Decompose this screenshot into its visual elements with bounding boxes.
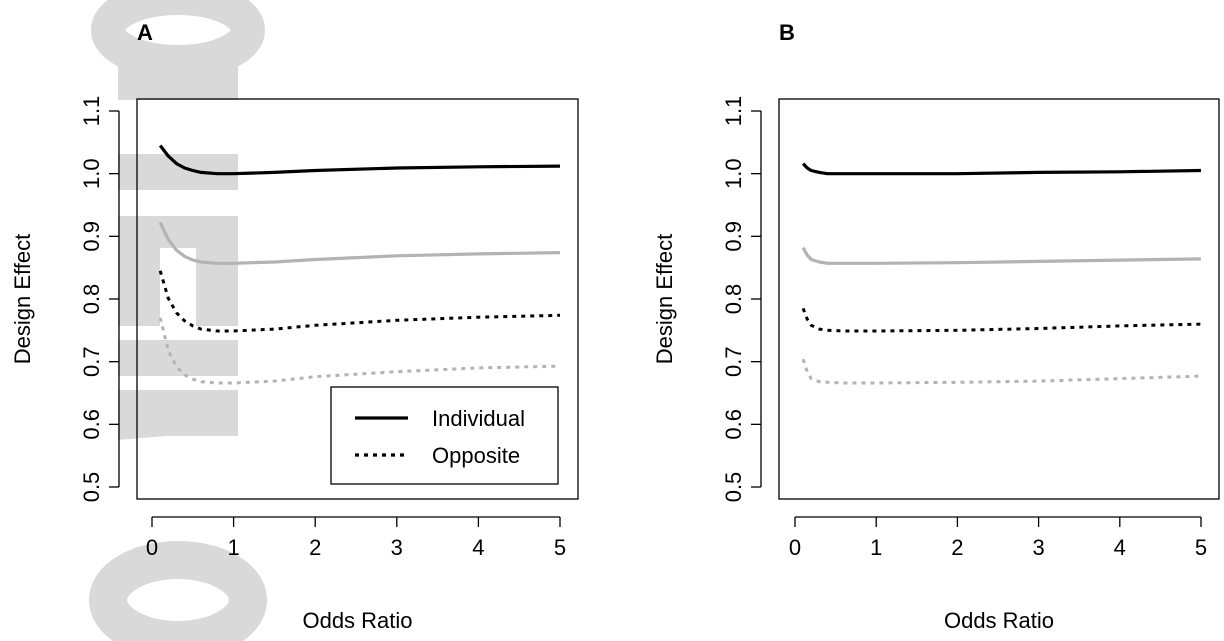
- panel-label: A: [137, 20, 153, 45]
- y-tick-label: 0.6: [79, 409, 104, 440]
- legend-label: Individual: [432, 406, 525, 431]
- y-tick-label: 0.5: [721, 472, 746, 503]
- panel-label: B: [779, 20, 795, 45]
- y-tick-label: 0.8: [79, 284, 104, 315]
- x-axis-title: Odds Ratio: [944, 608, 1054, 633]
- x-axis-title: Odds Ratio: [302, 608, 412, 633]
- y-tick-label: 1.1: [721, 96, 746, 127]
- x-tick-label: 0: [146, 535, 158, 560]
- y-tick-label: 1.0: [721, 158, 746, 189]
- y-tick-label: 0.6: [721, 409, 746, 440]
- series-line-3-dotted: [801, 307, 1202, 333]
- series-line-1-solid: [158, 144, 561, 176]
- x-tick-label: 3: [391, 535, 403, 560]
- x-tick-label: 5: [554, 535, 566, 560]
- y-tick-label: 1.0: [79, 158, 104, 189]
- series-line-3-dotted: [158, 270, 561, 333]
- series-line-2-solid: [158, 221, 561, 265]
- x-tick-label: 4: [472, 535, 484, 560]
- x-tick-label: 1: [227, 535, 239, 560]
- chart-panel-a: A 0 1 2 3 4 5 0.5 0.6 0.7 0.8 0.9 1.0 1.1 Odds Ratio De…: [10, 20, 579, 633]
- series-line-2-solid: [801, 246, 1202, 265]
- y-axis-title: Design Effect: [10, 234, 35, 364]
- y-tick-label: 0.8: [721, 284, 746, 315]
- y-tick-label: 0.5: [79, 472, 104, 503]
- y-axis-title: Design Effect: [652, 234, 677, 364]
- series-line-1-solid: [801, 162, 1202, 176]
- x-tick-label: 2: [309, 535, 321, 560]
- y-tick-label: 0.7: [721, 346, 746, 377]
- series-line-4-dotted: [801, 358, 1202, 385]
- x-tick-label: 2: [951, 535, 963, 560]
- x-tick-label: 3: [1032, 535, 1044, 560]
- plot-frame: [136, 98, 579, 500]
- x-tick-label: 5: [1195, 535, 1207, 560]
- y-tick-label: 0.7: [79, 346, 104, 377]
- plot-frame: [778, 98, 1220, 500]
- chart-panel-b: B 0 1 2 3 4 5 0.5 0.6 0.7 0.8 0.9 1.0 1.1 Odds Ratio De…: [652, 20, 1220, 633]
- x-tick-label: 0: [789, 535, 801, 560]
- x-tick-label: 4: [1114, 535, 1126, 560]
- legend-box: [330, 386, 559, 485]
- y-tick-label: 1.1: [79, 96, 104, 127]
- y-tick-label: 0.9: [79, 221, 104, 252]
- series-line-4-dotted: [158, 317, 561, 385]
- y-tick-label: 0.9: [721, 221, 746, 252]
- legend: Individual Opposite: [330, 386, 559, 485]
- legend-label: Opposite: [432, 443, 520, 468]
- x-tick-label: 1: [870, 535, 882, 560]
